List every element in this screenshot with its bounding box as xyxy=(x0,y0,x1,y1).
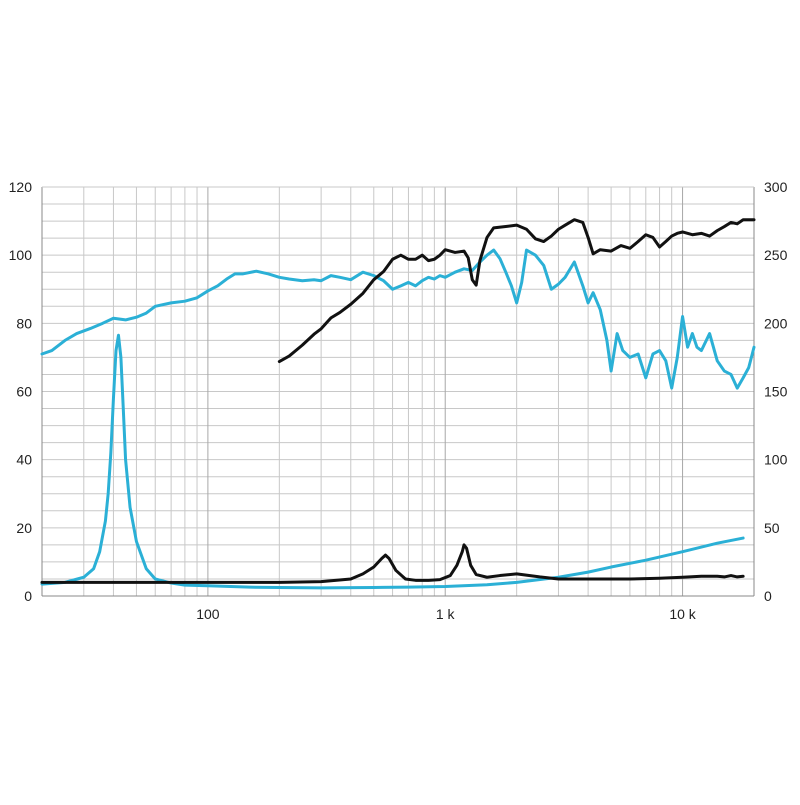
y-left-tick-label: 60 xyxy=(16,384,32,400)
y-right-tick-label: 200 xyxy=(764,315,788,331)
y-right-tick-label: 150 xyxy=(764,384,788,400)
y-left-tick-label: 100 xyxy=(9,247,33,263)
y-left-tick-label: 20 xyxy=(16,520,32,536)
series-line-4 xyxy=(40,543,745,584)
series-line-2 xyxy=(277,218,756,364)
y-right-tick-label: 0 xyxy=(764,588,772,604)
x-tick-label: 100 xyxy=(196,606,220,622)
x-tick-label: 1 k xyxy=(436,606,456,622)
y-left-tick-label: 120 xyxy=(9,179,33,195)
x-tick-label: 10 k xyxy=(669,606,696,622)
y-right-tick-label: 100 xyxy=(764,452,788,468)
y-right-tick-label: 250 xyxy=(764,247,788,263)
y-right-tick-label: 300 xyxy=(764,179,788,195)
y-left-tick-label: 40 xyxy=(16,452,32,468)
y-right-tick-label: 50 xyxy=(764,520,780,536)
y-left-tick-label: 0 xyxy=(24,588,32,604)
y-left-tick-label: 80 xyxy=(16,315,32,331)
